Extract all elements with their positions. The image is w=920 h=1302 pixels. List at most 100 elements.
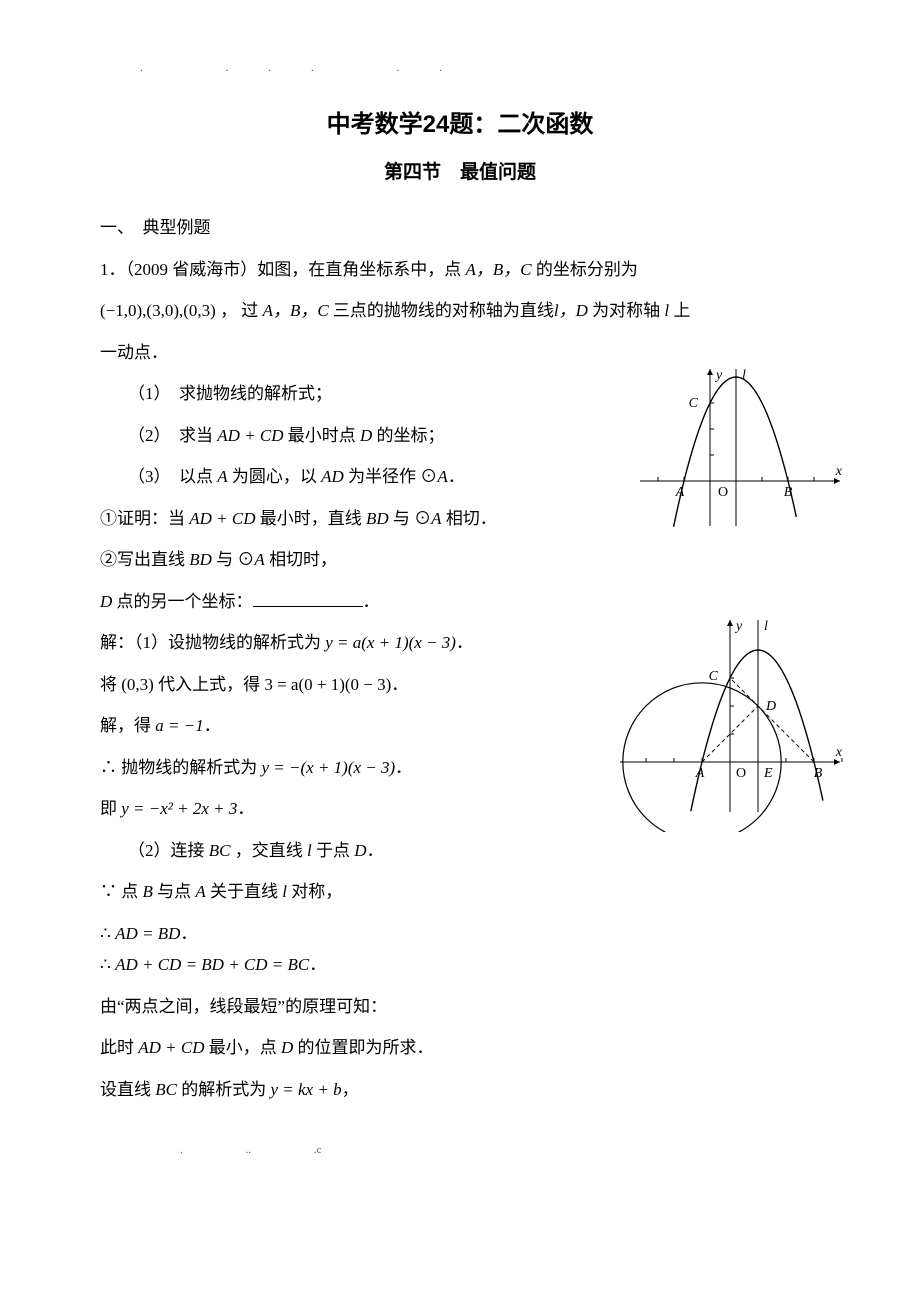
text-math: 3 = a(0 + 1)(0 − 3) [264, 675, 391, 694]
text: 相切． [442, 509, 497, 528]
text: 解：（1）设抛物线的解析式为 [100, 633, 325, 652]
solution-12: 设直线 BC 的解析式为 y = kx + b， [100, 1077, 820, 1103]
text: 与点 [153, 882, 196, 901]
svg-text:D: D [765, 699, 776, 714]
text: ． [456, 633, 473, 652]
text: 解，得 [100, 716, 155, 735]
text-math: a = −1 [155, 716, 203, 735]
text: （2）连接 [128, 841, 209, 860]
text: ． [363, 592, 380, 611]
text: 代入上式，得 [154, 675, 265, 694]
text-math: D [360, 426, 372, 445]
footer-dotted: . .. .c [100, 1142, 820, 1159]
text: 的位置即为所求． [293, 1038, 433, 1057]
svg-text:y: y [714, 368, 723, 383]
text: 最小，点 [205, 1038, 282, 1057]
text: ∴ 抛物线的解析式为 [100, 758, 262, 777]
text: 与 ⊙ [212, 550, 255, 569]
question-line2: (−1,0),(3,0),(0,3) ， 过 A，B，C 三点的抛物线的对称轴为… [100, 298, 820, 324]
page-title: 中考数学24题：二次函数 [100, 107, 820, 143]
text: ． [180, 924, 197, 943]
text: 最小时，直线 [256, 509, 367, 528]
text: ． [309, 955, 326, 974]
svg-text:B: B [814, 766, 823, 781]
svg-text:y: y [734, 619, 743, 634]
svg-text:x: x [835, 464, 843, 479]
text: ． [391, 675, 408, 694]
text: （3） 以点 [128, 467, 217, 486]
text: ∵ 点 [100, 882, 143, 901]
figure-2: y x l A O B C D E [610, 612, 850, 840]
svg-text:B: B [784, 485, 793, 500]
solution-6: （2）连接 BC ，交直线 l 于点 D． [128, 838, 820, 864]
svg-text:C: C [689, 396, 699, 411]
d-point-line: D 点的另一个坐标： ． [100, 589, 820, 615]
svg-text:x: x [835, 745, 843, 760]
text: ，交直线 [230, 841, 307, 860]
text: 此时 [100, 1038, 138, 1057]
text: 对称， [291, 882, 342, 901]
text-math: BC [209, 841, 231, 860]
text-math: A [431, 509, 441, 528]
solution-11: 此时 AD + CD 最小，点 D 的位置即为所求． [100, 1035, 820, 1061]
svg-text:E: E [763, 766, 773, 781]
text: ． [237, 799, 254, 818]
text: 即 [100, 799, 121, 818]
page-subtitle: 第四节 最值问题 [100, 159, 820, 188]
text: 设直线 [100, 1080, 155, 1099]
text: 相切时， [265, 550, 337, 569]
solution-10: 由“两点之间，线段最短”的原理可知： [100, 994, 820, 1020]
text-math: l，D [554, 301, 588, 320]
text: ①证明：当 [100, 509, 189, 528]
text-math: y = a(x + 1)(x − 3) [325, 633, 456, 652]
text-math: BD [366, 509, 389, 528]
text-math: D [354, 841, 366, 860]
figure-1: y x l A O B C [630, 361, 850, 549]
text-math: B [143, 882, 153, 901]
solution-8: ∴ AD = BD． [100, 921, 820, 947]
text: 的坐标分别为 [532, 260, 638, 279]
text: 与 ⊙ [389, 509, 432, 528]
text: 为圆心，以 [228, 467, 322, 486]
text-math: A [254, 550, 264, 569]
text: ． [204, 716, 221, 735]
solution-7: ∵ 点 B 与点 A 关于直线 l 对称， [100, 879, 820, 905]
solution-9: ∴ AD + CD = BD + CD = BC． [100, 952, 820, 978]
text-math: y = kx + b [270, 1080, 341, 1099]
text-math: A，B，C [263, 301, 329, 320]
svg-text:C: C [709, 669, 719, 684]
text: 点的另一个坐标： [112, 592, 252, 611]
text: 1．（2009 省威海市）如图，在直角坐标系中，点 [100, 260, 466, 279]
svg-text:l: l [742, 368, 746, 383]
text: ． [367, 841, 384, 860]
text: 为半径作 ⊙ [344, 467, 438, 486]
text: （2） 求当 [128, 426, 217, 445]
coords: (−1,0),(3,0),(0,3) [100, 301, 216, 320]
text: 为对称轴 [588, 301, 660, 320]
text-math: AD + CD = BD + CD = BC [115, 955, 309, 974]
text: ∴ [100, 924, 115, 943]
text-math: A，B，C [466, 260, 532, 279]
text-math: l [660, 301, 673, 320]
blank-line [253, 589, 363, 607]
text-math: D [281, 1038, 293, 1057]
svg-text:A: A [695, 766, 705, 781]
text-math: D [100, 592, 112, 611]
svg-text:l: l [764, 619, 768, 634]
text: ∴ [100, 955, 115, 974]
text: ． [448, 467, 465, 486]
text-math: AD + CD [189, 509, 255, 528]
text-math: BC [155, 1080, 177, 1099]
text-math: y = −(x + 1)(x − 3) [262, 758, 396, 777]
text: ， 过 [216, 301, 263, 320]
text: 于点 [312, 841, 355, 860]
svg-text:O: O [736, 766, 746, 781]
svg-text:A: A [675, 485, 685, 500]
text-math: y = −x² + 2x + 3 [121, 799, 237, 818]
text: 的解析式为 [177, 1080, 271, 1099]
text-math: AD [321, 467, 344, 486]
text-math: AD = BD [115, 924, 180, 943]
svg-text:O: O [718, 485, 728, 500]
text-math: (0,3) [121, 675, 154, 694]
text: 的坐标； [372, 426, 444, 445]
